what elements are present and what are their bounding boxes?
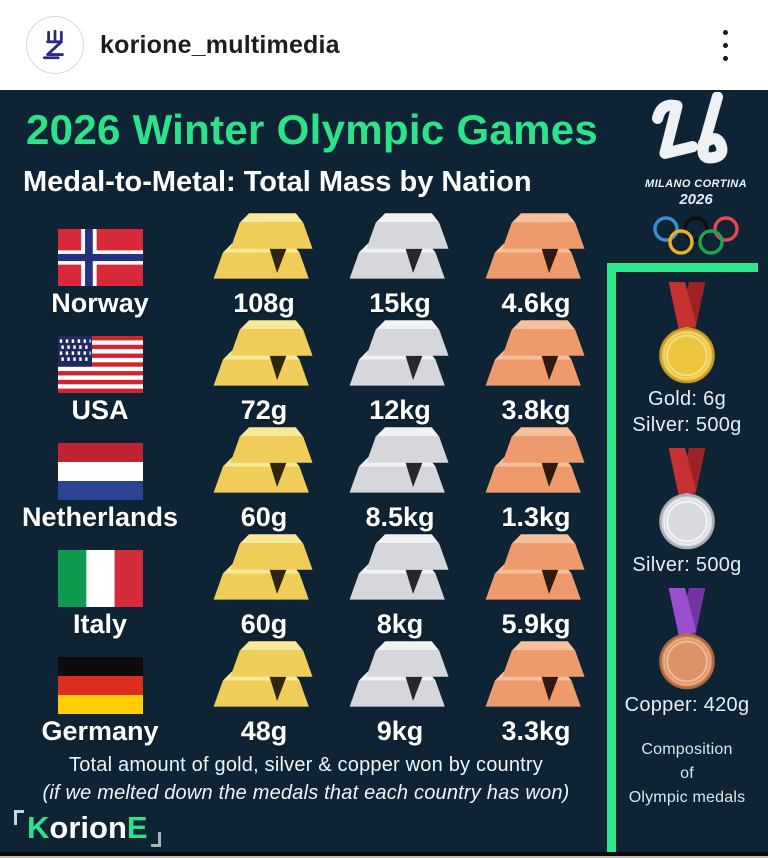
copper-mass-value: 3.3kg — [501, 716, 571, 746]
table-row: Italy 60g 8kg — [4, 533, 604, 640]
composition-footnote: Composition of Olympic medals — [628, 741, 746, 806]
silver-ingots-icon — [344, 530, 456, 607]
country-label: Germany — [41, 716, 159, 746]
table-row: Norway 108g 15kg — [4, 212, 604, 319]
silver-medal-caption: Silver: 500g — [632, 554, 742, 576]
watermark-text: KorionE — [27, 810, 148, 845]
caption-line-2: (if we melted down the medals that each … — [42, 782, 570, 804]
caption-line-1: Total amount of gold, silver & copper wo… — [69, 754, 543, 776]
gold-ingots-icon — [208, 316, 320, 393]
medal-mass-table: Norway 108g 15kg — [4, 212, 604, 747]
avatar[interactable] — [26, 16, 84, 74]
milano-cortina-26-mark-icon — [651, 92, 728, 164]
gold-medal-caption: Gold: 6g Silver: 500g — [632, 388, 742, 436]
kebab-menu-icon[interactable] — [717, 24, 734, 67]
copper-mass-value: 4.6kg — [501, 288, 571, 318]
copper-ingots-icon — [480, 209, 592, 286]
gold-mass-value: 60g — [240, 609, 288, 639]
copper-mass-value: 3.8kg — [501, 395, 571, 425]
gold-mass-value: 108g — [233, 288, 295, 318]
copper-ingots-icon — [480, 530, 592, 607]
username[interactable]: korione_multimedia — [100, 30, 340, 59]
gold-mass-value: 48g — [240, 716, 288, 746]
milano-cortina-year: 2026 — [679, 191, 713, 208]
copper-ingots-icon — [480, 423, 592, 500]
silver-mass-value: 9kg — [376, 716, 424, 746]
copper-ingots-icon — [480, 316, 592, 393]
gold-medal-icon — [642, 282, 732, 384]
korione-logo-icon — [42, 29, 64, 60]
gold-ingots-icon — [208, 209, 320, 286]
copper-mass-value: 5.9kg — [501, 609, 571, 639]
bracket-top-left — [14, 810, 24, 825]
chart-caption: Total amount of gold, silver & copper wo… — [8, 754, 604, 805]
copper-mass-value: 1.3kg — [501, 502, 571, 532]
italy-flag-icon — [57, 550, 143, 607]
gold-ingots-icon — [208, 637, 320, 714]
copper-medal-caption: Copper: 420g — [624, 694, 750, 716]
copper-ingots-icon — [480, 637, 592, 714]
silver-mass-value: 8.5kg — [365, 502, 435, 532]
silver-medal-icon — [642, 448, 732, 550]
infographic-subtitle: Medal-to-Metal: Total Mass by Nation — [23, 166, 532, 198]
bracket-bottom-right — [150, 832, 161, 847]
silver-mass-value: 12kg — [369, 395, 431, 425]
silver-ingots-icon — [344, 209, 456, 286]
image-bottom-edge — [0, 852, 768, 858]
olympic-rings-icon — [653, 216, 739, 255]
netherlands-flag-icon — [57, 443, 143, 500]
gold-mass-value: 72g — [240, 395, 288, 425]
copper-medal-icon — [642, 588, 732, 690]
country-label: Italy — [72, 609, 128, 639]
milano-cortina-text: MILANO CORTINA — [645, 178, 747, 190]
korione-watermark: KorionE — [14, 810, 161, 847]
country-label: USA — [71, 395, 129, 425]
table-row: USA 72g 12kg — [4, 319, 604, 426]
table-row: Germany 48g 9kg — [4, 640, 604, 747]
post-header: korione_multimedia — [0, 0, 768, 90]
silver-ingots-icon — [344, 423, 456, 500]
gold-ingots-icon — [208, 423, 320, 500]
country-label: Norway — [51, 288, 149, 318]
germany-flag-icon — [57, 657, 143, 714]
post-image[interactable]: 2026 Winter Olympic Games Medal-to-Metal… — [0, 90, 768, 852]
table-row: Netherlands 60g 8.5kg — [4, 426, 604, 533]
gold-ingots-icon — [208, 530, 320, 607]
country-label: Netherlands — [21, 502, 179, 532]
silver-mass-value: 8kg — [376, 609, 424, 639]
milano-cortina-logo: MILANO CORTINA 2026 — [628, 92, 764, 257]
norway-flag-icon — [57, 229, 143, 286]
medal-composition-panel: Gold: 6g Silver: 500g Silver: 500g Coppe… — [607, 263, 758, 852]
infographic-title: 2026 Winter Olympic Games — [26, 106, 599, 153]
silver-ingots-icon — [344, 316, 456, 393]
silver-mass-value: 15kg — [369, 288, 431, 318]
gold-mass-value: 60g — [240, 502, 288, 532]
usa-flag-icon — [57, 336, 143, 393]
silver-ingots-icon — [344, 637, 456, 714]
